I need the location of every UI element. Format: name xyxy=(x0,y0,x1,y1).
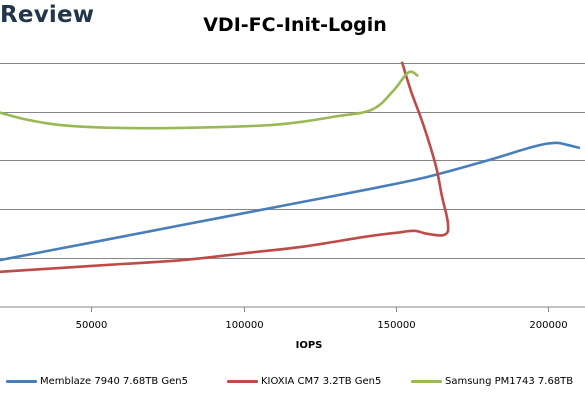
legend-swatch xyxy=(411,379,442,383)
x-tick-label: 100000 xyxy=(225,320,263,331)
x-tick-label: 200000 xyxy=(529,320,567,331)
series-line-1 xyxy=(0,141,581,262)
series-line-2 xyxy=(0,61,450,274)
x-tick-label: 150000 xyxy=(377,320,415,331)
gridlines xyxy=(0,63,585,259)
legend-label: KIOXIA CM7 3.2TB Gen5 xyxy=(261,375,382,387)
legend-swatch xyxy=(227,379,258,383)
legend-swatch xyxy=(6,379,37,383)
legend-item: Samsung PM1743 7.68TB xyxy=(411,372,573,390)
chart-legend: Memblaze 7940 7.68TB Gen5 KIOXIA CM7 3.2T… xyxy=(0,372,585,390)
brand-logo-text: Review xyxy=(0,2,95,28)
legend-label: Memblaze 7940 7.68TB Gen5 xyxy=(40,375,188,387)
legend-item: KIOXIA CM7 3.2TB Gen5 xyxy=(227,372,381,390)
series-line-3 xyxy=(0,70,419,130)
legend-item: Memblaze 7940 7.68TB Gen5 xyxy=(6,372,188,390)
x-tick-label: 50000 xyxy=(76,320,108,331)
series-lines xyxy=(0,61,581,274)
x-axis-title: IOPS xyxy=(296,340,323,351)
x-axis-ticks: 50000 100000 150000 200000 xyxy=(76,307,568,331)
chart-title: VDI-FC-Init-Login xyxy=(203,14,387,36)
legend-label: Samsung PM1743 7.68TB xyxy=(445,375,574,387)
